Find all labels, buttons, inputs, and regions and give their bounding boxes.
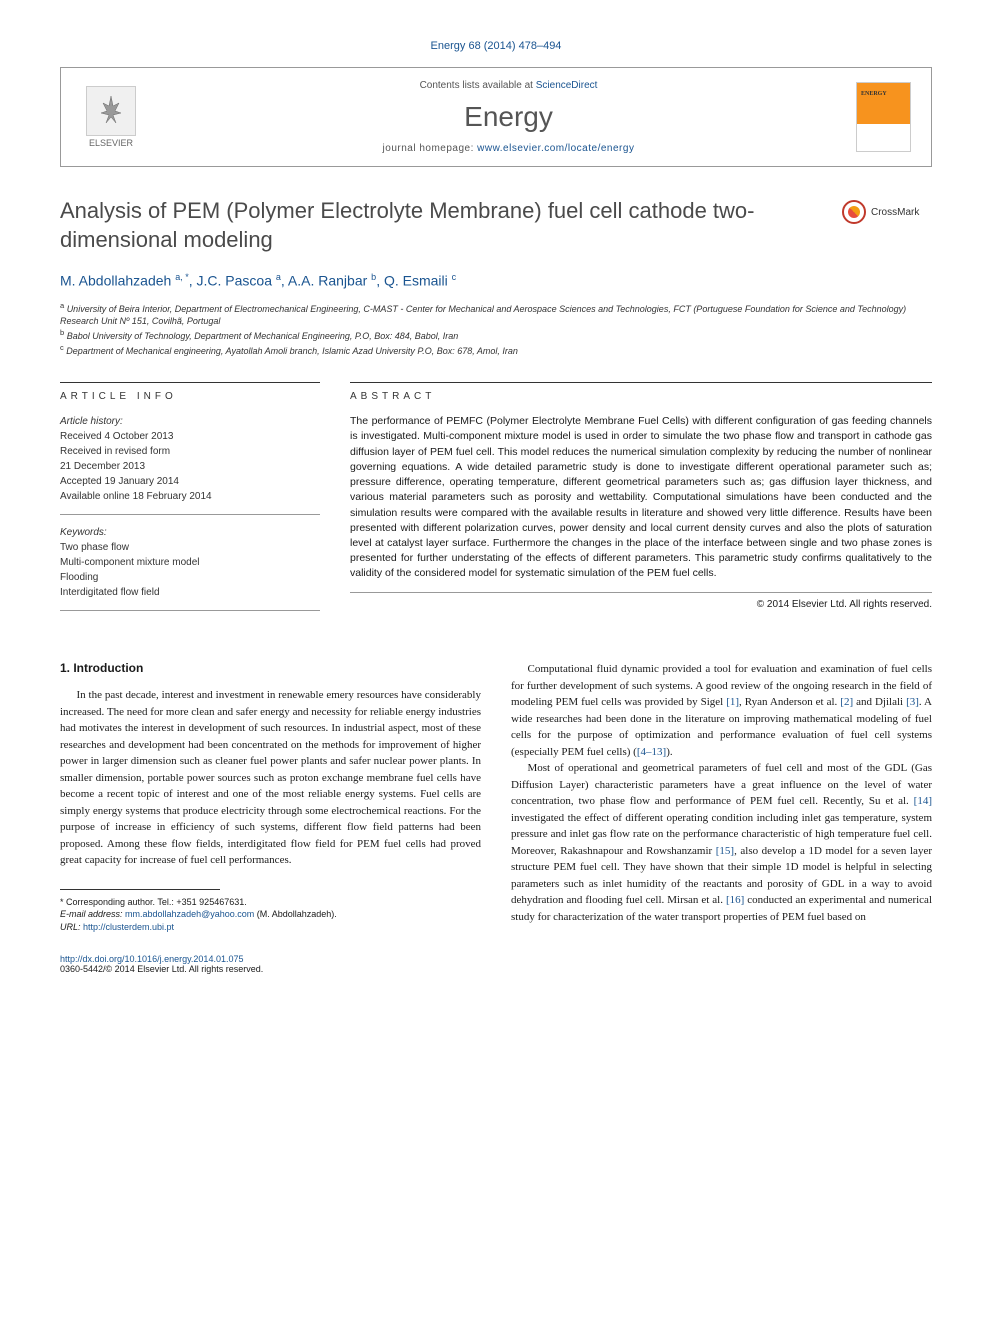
url-label: URL: [60,922,83,932]
authors-line: M. Abdollahzadeh a, *, J.C. Pascoa a, A.… [60,272,932,289]
elsevier-tree-icon [86,86,136,136]
intro-heading: 1. Introduction [60,661,481,675]
info-abstract-row: ARTICLE INFO Article history: Received 4… [60,382,932,621]
journal-name: Energy [161,101,856,133]
crossmark-label: CrossMark [871,207,919,218]
received-date: Received 4 October 2013 [60,431,173,442]
intro-p1: In the past decade, interest and investm… [60,687,481,869]
corresponding-url-link[interactable]: http://clusterdem.ubi.pt [83,922,174,932]
intro-p3: Most of operational and geometrical para… [511,760,932,925]
crossmark-badge[interactable]: CrossMark [842,197,932,227]
citation-line: Energy 68 (2014) 478–494 [60,40,932,52]
revised-line1: Received in revised form [60,446,170,457]
body-left-column: 1. Introduction In the past decade, inte… [60,661,481,933]
ref-2[interactable]: [2] [840,696,853,708]
intro-body-right: Computational fluid dynamic provided a t… [511,661,932,925]
abstract-header: ABSTRACT [350,382,932,402]
abstract-column: ABSTRACT The performance of PEMFC (Polym… [350,382,932,621]
article-info-column: ARTICLE INFO Article history: Received 4… [60,382,320,621]
corresponding-tel: * Corresponding author. Tel.: +351 92546… [60,896,481,909]
doi-footer: http://dx.doi.org/10.1016/j.energy.2014.… [60,954,932,974]
affiliations: a University of Beira Interior, Departme… [60,301,932,357]
email-suffix: (M. Abdollahzadeh). [254,909,337,919]
ref-16[interactable]: [16] [726,894,744,906]
journal-header-box: ELSEVIER Contents lists available at Sci… [60,67,932,167]
abstract-text: The performance of PEMFC (Polymer Electr… [350,414,932,592]
online-date: Available online 18 February 2014 [60,491,212,502]
homepage-prefix: journal homepage: [383,143,478,154]
crossmark-icon [842,200,866,224]
keywords-label: Keywords: [60,527,107,538]
article-history-block: Article history: Received 4 October 2013… [60,414,320,515]
issn-copyright: 0360-5442/© 2014 Elsevier Ltd. All right… [60,964,263,974]
header-center: Contents lists available at ScienceDirec… [161,80,856,154]
sciencedirect-link[interactable]: ScienceDirect [536,80,598,91]
elsevier-logo: ELSEVIER [81,82,141,152]
affiliation-a: a University of Beira Interior, Departme… [60,301,932,328]
corresponding-author-block: * Corresponding author. Tel.: +351 92546… [60,896,481,934]
ref-15[interactable]: [15] [716,845,734,857]
homepage-line: journal homepage: www.elsevier.com/locat… [161,143,856,154]
elsevier-label: ELSEVIER [89,138,133,148]
contents-prefix: Contents lists available at [420,80,536,91]
body-right-column: Computational fluid dynamic provided a t… [511,661,932,933]
history-label: Article history: [60,416,123,427]
journal-cover-thumbnail [856,82,911,152]
ref-14[interactable]: [14] [914,795,932,807]
accepted-date: Accepted 19 January 2014 [60,476,179,487]
body-columns: 1. Introduction In the past decade, inte… [60,661,932,933]
corresponding-email-link[interactable]: mm.abdollahzadeh@yahoo.com [125,909,254,919]
ref-4-13[interactable]: [4–13] [637,746,666,758]
keyword-4: Interdigitated flow field [60,587,160,598]
keywords-block: Keywords: Two phase flow Multi-component… [60,525,320,611]
ref-3[interactable]: [3] [906,696,919,708]
intro-p2: Computational fluid dynamic provided a t… [511,661,932,760]
revised-line2: 21 December 2013 [60,461,145,472]
article-title: Analysis of PEM (Polymer Electrolyte Mem… [60,197,932,254]
article-info-body: Article history: Received 4 October 2013… [60,414,320,611]
intro-body-left: In the past decade, interest and investm… [60,687,481,869]
homepage-link[interactable]: www.elsevier.com/locate/energy [477,143,634,154]
email-label: E-mail address: [60,909,125,919]
keyword-2: Multi-component mixture model [60,557,200,568]
footnote-divider [60,889,220,896]
affiliation-c: c Department of Mechanical engineering, … [60,343,932,358]
affiliation-b: b Babol University of Technology, Depart… [60,328,932,343]
abstract-copyright: © 2014 Elsevier Ltd. All rights reserved… [350,599,932,610]
article-info-header: ARTICLE INFO [60,382,320,402]
keyword-1: Two phase flow [60,542,129,553]
contents-available-line: Contents lists available at ScienceDirec… [161,80,856,91]
ref-1[interactable]: [1] [726,696,739,708]
keyword-3: Flooding [60,572,98,583]
doi-link[interactable]: http://dx.doi.org/10.1016/j.energy.2014.… [60,954,243,964]
